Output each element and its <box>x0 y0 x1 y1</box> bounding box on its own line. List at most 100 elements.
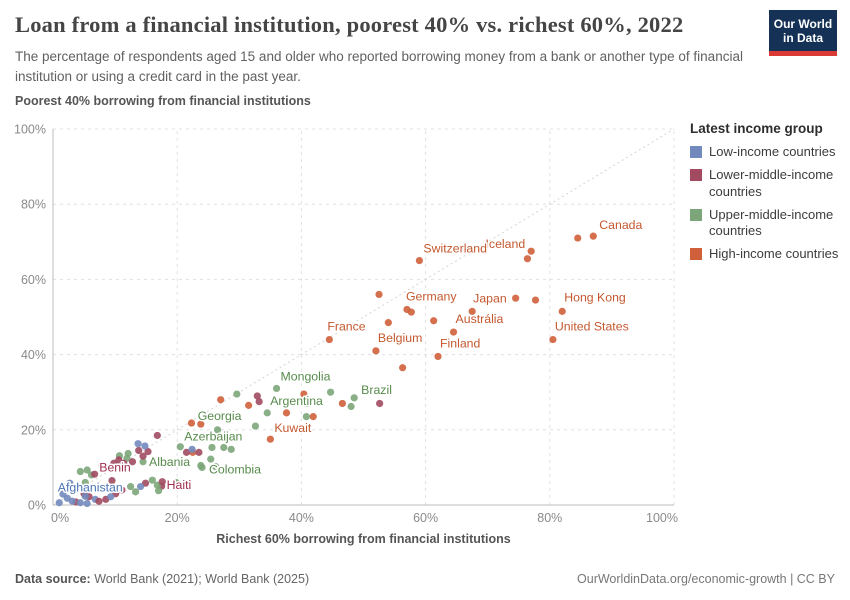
data-point-belgium[interactable] <box>372 347 380 355</box>
data-point[interactable] <box>197 461 205 470</box>
data-point-switzerland[interactable] <box>415 257 423 265</box>
data-point[interactable] <box>188 445 196 453</box>
data-point[interactable] <box>197 420 205 428</box>
data-point[interactable] <box>182 448 191 456</box>
legend-title: Latest income group <box>690 121 823 136</box>
data-point-brazil[interactable] <box>350 394 358 402</box>
country-label: Brazil <box>361 383 392 397</box>
data-point-albania[interactable] <box>139 458 147 466</box>
data-point[interactable] <box>105 464 113 472</box>
country-label: France <box>327 320 365 334</box>
data-point[interactable] <box>375 290 383 299</box>
data-point[interactable] <box>208 443 216 452</box>
data-point[interactable] <box>302 413 310 421</box>
data-point[interactable] <box>59 483 68 491</box>
data-point[interactable] <box>59 490 67 498</box>
legend-item-high-income[interactable]: High-income countries <box>690 246 848 262</box>
data-point[interactable] <box>95 497 103 505</box>
data-point[interactable] <box>376 399 384 408</box>
data-point[interactable] <box>118 486 126 494</box>
data-point[interactable] <box>76 499 84 507</box>
data-point-canada[interactable] <box>589 232 597 240</box>
data-point[interactable] <box>430 317 438 325</box>
data-point-kuwait[interactable] <box>266 435 274 443</box>
data-point[interactable] <box>282 409 291 417</box>
data-point[interactable] <box>251 422 260 430</box>
data-source-value: World Bank (2021); World Bank (2025) <box>90 572 310 586</box>
data-point-united-states[interactable] <box>549 335 557 344</box>
credit-link[interactable]: OurWorldinData.org/economic-growth | CC … <box>577 572 835 586</box>
data-point[interactable] <box>220 443 228 452</box>
data-point[interactable] <box>154 487 163 495</box>
data-point-mongolia[interactable] <box>272 384 281 393</box>
data-point-japan[interactable] <box>468 307 476 315</box>
data-point-iceland[interactable] <box>527 247 535 255</box>
data-point[interactable] <box>227 445 235 453</box>
legend-item-lower-middle-income[interactable]: Lower-middle-income countries <box>690 167 848 200</box>
data-point[interactable] <box>255 398 263 406</box>
data-point-georgia[interactable] <box>213 426 222 434</box>
data-point[interactable] <box>523 255 532 263</box>
data-point[interactable] <box>136 482 145 491</box>
data-point[interactable] <box>384 319 392 327</box>
data-point[interactable] <box>153 431 161 440</box>
data-point[interactable] <box>326 388 335 396</box>
data-point[interactable] <box>187 419 196 427</box>
data-point[interactable] <box>98 461 106 470</box>
data-point[interactable] <box>91 470 99 478</box>
data-point-france[interactable] <box>325 335 333 344</box>
data-point[interactable] <box>81 492 89 500</box>
legend-item-low-income[interactable]: Low-income countries <box>690 144 848 160</box>
y-tick-label: 0% <box>28 499 46 513</box>
data-point[interactable] <box>135 446 143 455</box>
data-point-azerbaijan[interactable] <box>176 443 184 451</box>
owid-logo[interactable]: Our World in Data <box>769 10 837 56</box>
data-point[interactable] <box>207 455 215 463</box>
legend-item-upper-middle-income[interactable]: Upper-middle-income countries <box>690 207 848 240</box>
data-point[interactable] <box>195 448 203 456</box>
data-point[interactable] <box>144 448 152 456</box>
data-point[interactable] <box>309 413 317 421</box>
country-label: Hong Kong <box>564 290 626 304</box>
data-point[interactable] <box>245 401 253 409</box>
data-point-austrália[interactable] <box>449 328 458 336</box>
data-point[interactable] <box>83 499 91 508</box>
data-point[interactable] <box>347 402 355 411</box>
data-point-argentina[interactable] <box>263 409 271 417</box>
data-point[interactable] <box>141 442 149 450</box>
country-label: Switzerland <box>423 242 487 256</box>
data-point-benin[interactable] <box>108 476 116 485</box>
data-point[interactable] <box>68 497 76 505</box>
data-point[interactable] <box>158 478 166 486</box>
data-point[interactable] <box>127 482 135 491</box>
data-point[interactable] <box>574 234 582 242</box>
data-point-finland[interactable] <box>434 352 442 361</box>
data-point[interactable] <box>66 479 74 487</box>
data-point[interactable] <box>139 452 147 460</box>
data-point[interactable] <box>55 499 63 507</box>
data-point[interactable] <box>407 308 415 316</box>
data-point-hong-kong[interactable] <box>558 307 566 315</box>
data-point[interactable] <box>212 463 220 471</box>
data-point[interactable] <box>233 390 241 398</box>
data-point[interactable] <box>300 390 308 398</box>
data-point[interactable] <box>531 296 540 304</box>
data-point[interactable] <box>107 493 115 501</box>
data-point[interactable] <box>399 364 407 372</box>
data-point[interactable] <box>131 488 140 496</box>
x-tick-label: 100% <box>646 511 678 525</box>
data-point[interactable] <box>120 459 128 467</box>
data-point[interactable] <box>253 392 261 400</box>
data-point[interactable] <box>81 478 89 487</box>
data-point[interactable] <box>217 396 225 404</box>
data-point[interactable] <box>512 294 520 302</box>
data-point[interactable] <box>76 467 84 476</box>
data-point[interactable] <box>134 440 142 448</box>
data-point[interactable] <box>83 466 91 474</box>
data-point[interactable] <box>128 458 137 466</box>
data-point[interactable] <box>148 476 156 484</box>
data-point[interactable] <box>172 478 180 487</box>
data-point[interactable] <box>303 399 311 408</box>
data-point[interactable] <box>338 399 346 408</box>
country-label: Georgia <box>198 409 242 423</box>
